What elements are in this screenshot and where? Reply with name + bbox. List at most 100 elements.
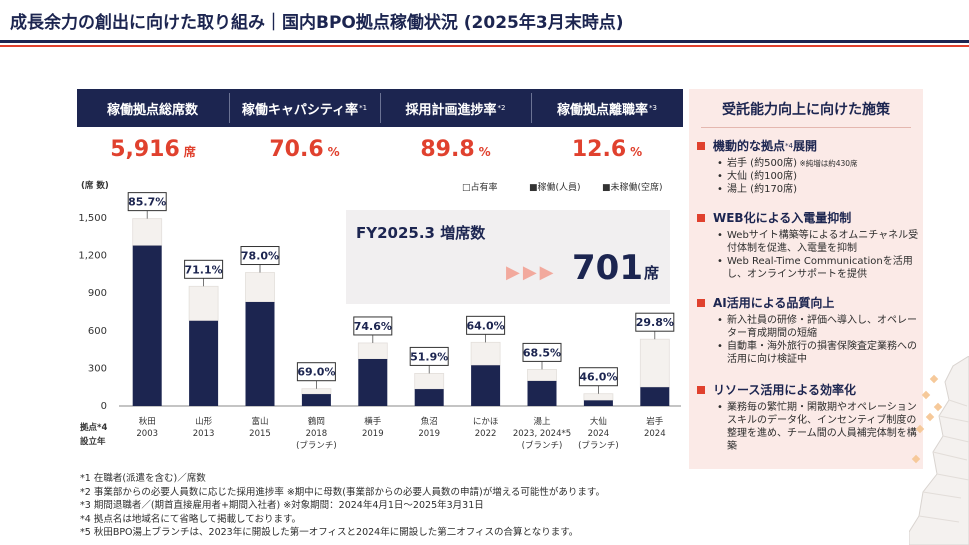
title-divider [0, 40, 969, 43]
bar-vacant [245, 272, 275, 303]
bar-vacant [639, 338, 670, 388]
kpi-label: 稼働キャパシティ率 [241, 102, 359, 118]
bar-vacant [470, 341, 501, 366]
fy-increase-box: FY2025.3 増席数 ▶▶▶ 701 席 [346, 210, 670, 304]
kpi-value-turnover-rate: 12.6% [531, 137, 683, 165]
measure-title: 機動的な拠点 [713, 139, 786, 153]
fy-increase-unit: 席 [644, 264, 660, 282]
kpi-unit: 席 [183, 145, 196, 159]
measure-item: 新入社員の研修・評価へ導入し、オペレーター育成期間の短縮 [717, 314, 919, 340]
rate-label: 85.7% [128, 196, 166, 209]
page-title: 成長余力の創出に向けた取り組み｜国内BPO拠点稼働状況 (2025年3月末時点) [10, 13, 624, 33]
x-category-year: 2024 [644, 429, 666, 439]
x-category-label: 秋田 [139, 416, 156, 427]
measure-title-tail: 展開 [792, 139, 817, 153]
bar-occupied [301, 394, 331, 406]
x-category-sub: (ブランチ) [296, 440, 337, 451]
footnote: *4 拠点名は地域名にて省略して掲載しております。 [80, 513, 302, 525]
bar-occupied [471, 365, 501, 406]
kpi-label: 採用計画進捗率 [405, 102, 497, 118]
measure-item: 湯上 (約170席) [717, 183, 919, 196]
rate-label: 29.8% [636, 316, 674, 329]
kpi-value-total-seats: 5,916 席 [77, 137, 229, 165]
rate-label: 78.0% [241, 250, 279, 263]
title-accent-divider [0, 45, 969, 47]
x-category-year: 2022 [475, 429, 497, 439]
legend-occupied: ■稼働(人員) [529, 181, 581, 193]
fy-increase-value: 701 [572, 248, 643, 288]
x-category-year: 2024 [588, 429, 610, 439]
measure-block: AI活用による品質向上 新入社員の研修・評価へ導入し、オペレーター育成期間の短縮… [697, 294, 919, 366]
rate-label-box [409, 346, 449, 366]
x-category-label: 山形 [195, 416, 213, 427]
x-category-label: 横手 [364, 416, 382, 427]
rate-label: 74.6% [354, 320, 392, 333]
kpi-unit: % [478, 145, 491, 159]
bar-occupied [132, 245, 162, 406]
x-category-sub: (ブランチ) [522, 440, 563, 451]
rate-label: 46.0% [579, 371, 617, 384]
kpi-label: 稼働拠点離職率 [557, 102, 649, 118]
measure-item: Web Real-Time Communicationを活用し、オンラインサポー… [717, 255, 919, 281]
legend-vacant: ■未稼働(空席) [602, 181, 663, 193]
kpi-header-turnover-rate: 稼働拠点離職率 *3 [531, 89, 683, 127]
x-category-year: 2019 [362, 429, 384, 439]
bar-vacant [414, 373, 445, 390]
rate-label-box [522, 342, 562, 362]
measure-heading: AI活用による品質向上 [697, 294, 919, 311]
kpi-number: 12.6 [571, 137, 627, 162]
measures-title: 受託能力向上に向けた施策 [722, 102, 890, 118]
footnote: *5 秋田BPO湯上ブランチは、2023年に開設した第一オフィスと2024年に開… [80, 527, 579, 538]
kpi-divider [380, 93, 381, 123]
square-bullet-icon [697, 213, 705, 222]
measure-title: AI活用による品質向上 [713, 296, 835, 310]
rate-label: 51.9% [410, 350, 448, 363]
arrow-icon: ▶▶▶ [506, 262, 557, 283]
fy-increase-title: FY2025.3 増席数 [356, 224, 486, 242]
bar-occupied [358, 359, 388, 406]
kpi-header-capacity-rate: 稼働キャパシティ率 *1 [229, 89, 380, 127]
measure-item: 岩手 (約500席) ※純増は約430席 [717, 157, 919, 170]
kpi-number: 89.8 [420, 137, 475, 162]
rate-label-box [184, 259, 224, 279]
measure-block: WEB化による入電量抑制 Webサイト構築等によるオムニチャネル受付体制を促進、… [697, 209, 919, 281]
kpi-header-total-seats: 稼働拠点総席数 [77, 89, 229, 127]
bar-vacant [357, 342, 388, 360]
measures-divider [701, 127, 911, 128]
measure-heading: リソース活用による効率化 [697, 381, 919, 398]
rate-label: 64.0% [467, 319, 505, 332]
measure-block: リソース活用による効率化 業務毎の繁忙期・閑散期やオペレーションスキルのデータ化… [697, 381, 919, 453]
bar-vacant [301, 388, 332, 395]
x-axis-title: 設立年 [80, 436, 106, 447]
bar-vacant [583, 393, 614, 401]
measure-item: Webサイト構築等によるオムニチャネル受付体制を促進、入電量を抑制 [717, 229, 919, 255]
bar-vacant [188, 285, 219, 322]
bar-vacant [527, 369, 557, 382]
x-category-sub: (ブランチ) [578, 440, 619, 451]
bar-occupied [640, 387, 670, 406]
measure-item: 大仙 (約100席) [717, 170, 919, 183]
measure-heading: 機動的な拠点 *4 展開 [697, 137, 919, 154]
bar-occupied [414, 389, 444, 406]
x-category-year: 2013 [193, 429, 215, 439]
bar-occupied [527, 380, 557, 406]
rate-label: 71.1% [185, 263, 223, 276]
rate-label-box [353, 316, 393, 336]
legend-occupancy: □占有率 [462, 181, 498, 193]
x-category-label: 湯上 [533, 416, 551, 427]
x-category-label: にかほ [473, 417, 499, 427]
bar-occupied [583, 400, 613, 406]
square-bullet-icon [697, 141, 705, 150]
square-bullet-icon [697, 298, 705, 307]
rate-label-box [466, 315, 506, 335]
kpi-value-capacity-rate: 70.6% [229, 137, 380, 165]
kpi-header-hiring-progress: 採用計画進捗率 *2 [380, 89, 531, 127]
measure-item: 業務毎の繁忙期・閑散期やオペレーションスキルのデータ化、インセンティブ制度の整理… [717, 401, 919, 453]
y-tick-label: 1,200 [78, 251, 107, 262]
measure-block: 機動的な拠点*4展開 岩手 (約500席) ※純増は約430席 大仙 (約100… [697, 137, 919, 196]
x-category-label: 岩手 [646, 416, 664, 427]
x-category-label: 魚沼 [421, 416, 438, 427]
measure-note: *4 [785, 141, 793, 150]
kpi-note: *3 [649, 104, 657, 112]
measure-item-note: ※純増は約430席 [797, 159, 858, 168]
